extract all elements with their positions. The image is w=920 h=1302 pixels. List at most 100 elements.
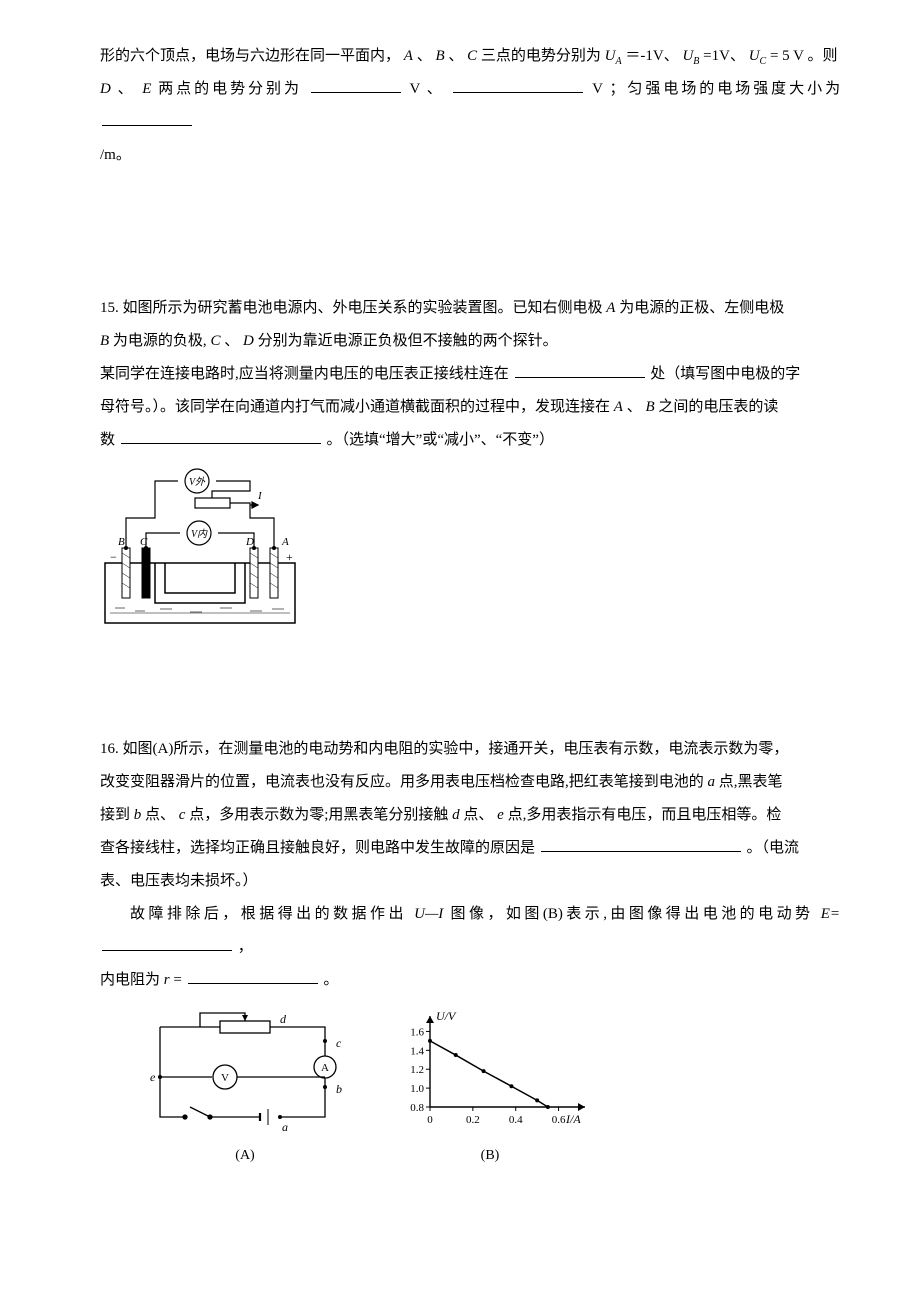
q14-UB: U <box>682 48 693 64</box>
q14-E: E <box>142 81 151 97</box>
figA-A: A <box>321 1062 329 1074</box>
figB-caption: (B) <box>390 1141 590 1172</box>
q15-blank-reading <box>121 427 321 445</box>
q14-dun2: 、 <box>448 48 463 64</box>
q16-p6b: 图像，如图(B)表示,由图像得出电池的电动势 <box>451 906 814 922</box>
q15-p2a: 为电源的负极, <box>113 333 207 349</box>
q16-e1: e <box>497 807 504 823</box>
svg-text:0: 0 <box>427 1114 433 1126</box>
q14-dun3: 、 <box>118 81 136 97</box>
fig15-plus: + <box>286 550 293 564</box>
q16-blank-E <box>102 934 232 952</box>
fig15-Vin: V内 <box>191 528 208 540</box>
q16-p1a: 如图(A)所示，在测量电池的电动势和内电阻的实验中，接通开关，电压表有示数，电流… <box>123 741 789 757</box>
q14-eq3: = 5 V 。则 <box>770 48 838 64</box>
q15-p4b: 之间的电压表的读 <box>658 399 778 415</box>
q15-p3b: 处（填写图中电极的字 <box>650 366 800 382</box>
q16-p6c: ， <box>238 939 253 955</box>
figA-e: e <box>150 1070 156 1084</box>
q14-eq2: =1V、 <box>703 48 745 64</box>
q14-A: A <box>404 48 413 64</box>
fig15-I: I <box>257 490 263 502</box>
fig15-A: A <box>281 536 289 548</box>
q15-p2: B 为电源的负极, C 、 D 分别为靠近电源正负极但不接触的两个探针。 <box>100 325 840 358</box>
q14-end: /m。 <box>100 147 131 163</box>
q16-p5: 表、电压表均未损坏。） <box>100 865 840 898</box>
q15-C1: C <box>210 333 220 349</box>
figA-d: d <box>280 1012 287 1026</box>
spacer-1 <box>100 172 840 292</box>
q16-p3: 接到 b 点、 c 点，多用表示数为零;用黑表笔分别接触 d 点、 e 点,多用… <box>100 799 840 832</box>
svg-text:U/V: U/V <box>436 1009 457 1023</box>
q15-p4: 母符号。）。该同学在向通道内打气而减小通道横截面积的过程中，发现连接在 A 、 … <box>100 391 840 424</box>
q14-B: B <box>435 48 444 64</box>
q14-UA-sub: A <box>616 56 622 67</box>
q16-blank-fault <box>541 835 741 853</box>
q16-p7b: = <box>173 972 181 988</box>
q14-blank-Efield <box>102 109 192 127</box>
q15-dunAB: 、 <box>627 399 642 415</box>
q14-UC: U <box>749 48 760 64</box>
fig15-D: D <box>245 536 254 548</box>
q16-p2b: 点,黑表笔 <box>719 774 783 790</box>
q16-p4a: 查各接线柱，选择均正确且接触良好，则电路中发生故障的原因是 <box>100 840 535 856</box>
q16-p6a: 故障排除后，根据得出的数据作出 <box>130 906 407 922</box>
q15-p1b: 为电源的正极、左侧电极 <box>619 300 784 316</box>
q14-unit-v1: V 、 <box>409 81 444 97</box>
q14-blank-E <box>453 76 583 94</box>
q16-req: r <box>164 972 170 988</box>
q15-p5a: 数 <box>100 432 115 448</box>
q16-num: 16. <box>100 741 119 757</box>
q16-b1: b <box>134 807 142 823</box>
q16-a1: a <box>708 774 716 790</box>
q15-p5b: 。（选填“增大”或“减小”、“不变”） <box>327 432 554 448</box>
q15-A1: A <box>606 300 615 316</box>
fig15-B: B <box>118 536 125 548</box>
q16-p4b: 。（电流 <box>747 840 800 856</box>
q16-c1: c <box>179 807 186 823</box>
q16-p7c: 。 <box>323 972 338 988</box>
q14-UA: U <box>605 48 616 64</box>
svg-text:1.4: 1.4 <box>410 1045 424 1057</box>
q15-A2: A <box>614 399 623 415</box>
q15-B1: B <box>100 333 109 349</box>
q16-p3b: 点、 <box>145 807 175 823</box>
q14-dun1: 、 <box>417 48 432 64</box>
q16-p6: 故障排除后，根据得出的数据作出 U—I 图像，如图(B)表示,由图像得出电池的电… <box>100 898 840 964</box>
q14-text-b: 三点的电势分别为 <box>481 48 601 64</box>
figA-b: b <box>336 1082 342 1096</box>
svg-text:0.2: 0.2 <box>466 1114 480 1126</box>
q14-DE-text: 两点的电势分别为 <box>158 81 302 97</box>
q16-p2: 改变变阻器滑片的位置，电流表也没有反应。用多用表电压档检查电路,把红表笔接到电池… <box>100 766 840 799</box>
q15-p4a: 母符号。）。该同学在向通道内打气而减小通道横截面积的过程中，发现连接在 <box>100 399 610 415</box>
q16-p3e: 点,多用表指示有电压，而且电压相等。检 <box>508 807 782 823</box>
q16-p3c: 点，多用表示数为零;用黑表笔分别接触 <box>189 807 448 823</box>
figA-caption: (A) <box>140 1141 350 1172</box>
q15-figure: V外 V内 I B C D A − + <box>100 463 840 633</box>
q16-p5a: 表、电压表均未损坏。） <box>100 873 258 889</box>
q16-p3a: 接到 <box>100 807 130 823</box>
q15-p2b: 分别为靠近电源正负极但不接触的两个探针。 <box>258 333 558 349</box>
q15-D1: D <box>243 333 254 349</box>
q16-figure-B: 0.81.01.21.41.600.20.40.6U/VI/A (B) <box>390 1007 590 1172</box>
q15-dunCD: 、 <box>224 333 239 349</box>
q16-blank-r <box>188 967 318 985</box>
q16-Eeq: E= <box>821 906 840 922</box>
q14-text-a: 形的六个顶点，电场与六边形在同一平面内， <box>100 48 400 64</box>
figA-a: a <box>282 1120 288 1134</box>
q15-p5: 数 。（选填“增大”或“减小”、“不变”） <box>100 424 840 457</box>
q14-line3: /m。 <box>100 139 840 172</box>
q14-eq1: ＝-1V、 <box>625 48 678 64</box>
q15-num: 15. <box>100 300 119 316</box>
svg-text:0.6: 0.6 <box>552 1114 566 1126</box>
svg-text:1.0: 1.0 <box>410 1083 424 1095</box>
q15-p3a: 某同学在连接电路时,应当将测量内电压的电压表正接线柱连在 <box>100 366 509 382</box>
q16-UI: U—I <box>414 906 443 922</box>
q15-p1a: 如图所示为研究蓄电池电源内、外电压关系的实验装置图。已知右侧电极 <box>123 300 603 316</box>
q14-blank-D <box>311 76 401 94</box>
q16-p2a: 改变变阻器滑片的位置，电流表也没有反应。用多用表电压档检查电路,把红表笔接到电池… <box>100 774 704 790</box>
svg-text:1.6: 1.6 <box>410 1026 424 1038</box>
q16-p7a: 内电阻为 <box>100 972 160 988</box>
figA-c: c <box>336 1036 342 1050</box>
svg-text:0.4: 0.4 <box>509 1114 523 1126</box>
